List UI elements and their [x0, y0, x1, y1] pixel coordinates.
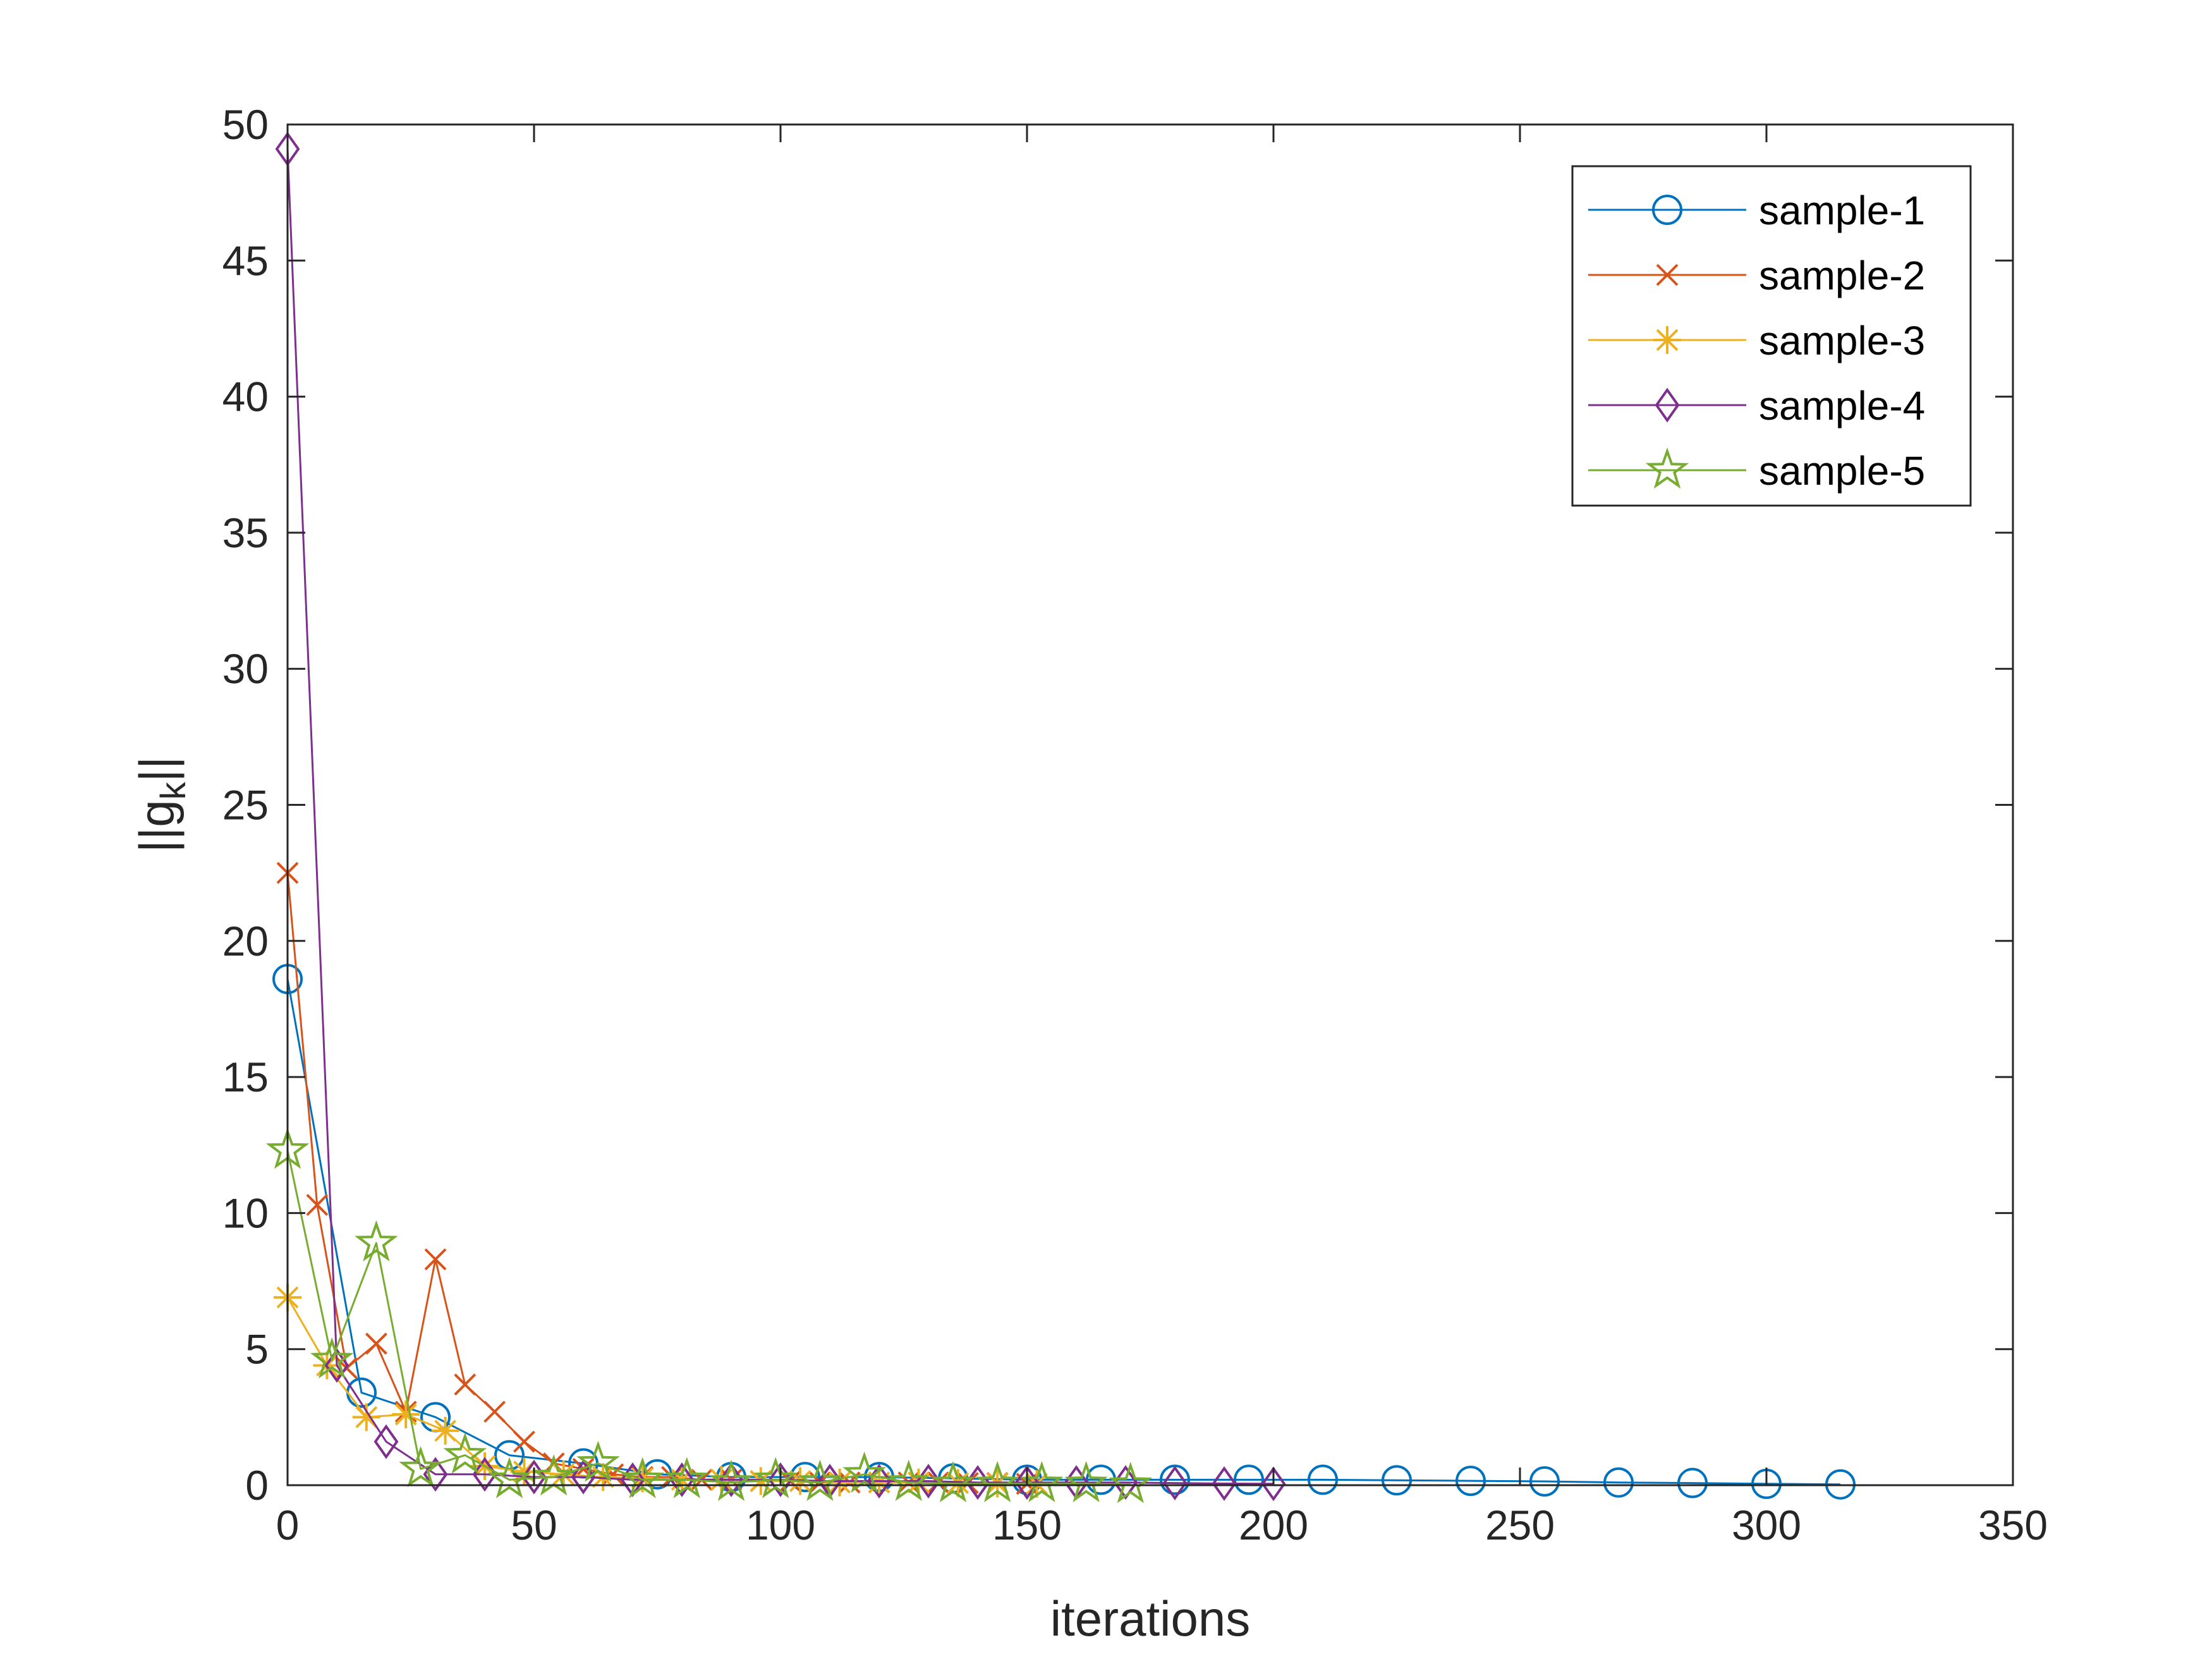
sample-5-point: [621, 1457, 664, 1498]
sample-1-point: [1529, 1466, 1560, 1497]
sample-1-point: [1455, 1466, 1486, 1497]
sample-4-point: [423, 1457, 448, 1492]
sample-5-point: [310, 1337, 354, 1379]
y-axis-title-suffix: ||: [129, 757, 185, 782]
y-tick-label: 15: [222, 1054, 269, 1100]
sample-5-point: [709, 1459, 753, 1501]
sample-4-point: [1212, 1466, 1237, 1501]
y-tick-label: 10: [222, 1189, 269, 1236]
x-tick-label: 350: [1978, 1502, 2048, 1548]
legend-label: sample-1: [1759, 188, 1925, 233]
sample-5-point: [487, 1457, 532, 1498]
legend-marker: [1645, 447, 1689, 489]
sample-5-series: [265, 1127, 1153, 1504]
ticks-layer: 0 50 100 150 200 250 300 350 0 5 10 15 20 25 30 35 40 45 5…: [222, 101, 2048, 1548]
sample-5-point: [443, 1432, 487, 1474]
legend: sample-1 sample-2 sample-3 sample-4 sample-5: [1571, 165, 1972, 507]
legend-entry: sample-2: [1588, 253, 1925, 298]
sample-3-point: [431, 1416, 459, 1445]
sample-1-line: [286, 978, 1841, 1486]
sample-5-point: [576, 1440, 620, 1482]
sample-2-point: [365, 1332, 387, 1355]
y-axis-title: ||gk||: [129, 757, 193, 853]
x-tick-label: 50: [511, 1502, 557, 1548]
x-tick-label: 0: [276, 1502, 300, 1548]
y-tick-label: 20: [222, 918, 269, 964]
sample-5-point: [887, 1459, 931, 1501]
sample-3-point: [865, 1468, 893, 1497]
legend-label: sample-5: [1759, 448, 1925, 494]
x-tick-label: 100: [746, 1502, 815, 1548]
legend-entry: sample-4: [1588, 383, 1925, 428]
sample-2-point: [483, 1401, 506, 1423]
sample-5-point: [1064, 1461, 1108, 1503]
sample-2-point: [424, 1248, 447, 1271]
series-layer: [265, 131, 1856, 1504]
legend-marker: [1652, 195, 1682, 225]
sample-5-point: [399, 1446, 442, 1488]
legend-entry: sample-5: [1588, 447, 1925, 494]
sample-1-point: [1677, 1468, 1708, 1498]
legend-label: sample-2: [1759, 253, 1925, 298]
legend-marker: [1656, 264, 1679, 286]
sample-4-point: [571, 1459, 596, 1495]
legend-entry: sample-3: [1588, 318, 1925, 363]
sample-5-point: [842, 1451, 886, 1493]
sample-1-point: [1308, 1464, 1338, 1495]
sample-5-point: [931, 1461, 975, 1503]
x-tick-label: 300: [1732, 1502, 1801, 1548]
legend-label: sample-3: [1759, 318, 1925, 363]
x-tick-label: 150: [992, 1502, 1062, 1548]
y-tick-label: 45: [222, 237, 269, 284]
sample-5-line: [286, 1150, 1131, 1486]
x-tick-label: 250: [1485, 1502, 1555, 1548]
y-tick-label: 50: [222, 101, 269, 148]
sample-1-point: [1382, 1465, 1412, 1496]
legend-entry: sample-1: [1588, 188, 1925, 233]
y-axis-title-subscript: k: [153, 781, 193, 799]
sample-5-point: [355, 1220, 398, 1261]
sample-3-point: [392, 1401, 420, 1429]
sample-2-point: [306, 1194, 329, 1216]
legend-label: sample-4: [1759, 383, 1925, 428]
sample-3-point: [589, 1463, 617, 1492]
legend-marker: [1653, 326, 1681, 354]
y-tick-label: 30: [222, 645, 269, 692]
sample-2-point: [454, 1373, 477, 1396]
sample-4-point: [374, 1424, 399, 1459]
sample-1-point: [1603, 1467, 1634, 1498]
sample-4-point: [719, 1462, 744, 1497]
sample-5-point: [665, 1457, 709, 1498]
sample-5-point: [1020, 1461, 1064, 1503]
legend-marker: [1655, 387, 1680, 423]
y-axis-title-main: ||g: [129, 799, 185, 853]
y-tick-label: 35: [222, 509, 269, 556]
legend-box: [1571, 165, 1972, 507]
y-tick-label: 5: [245, 1326, 269, 1373]
y-tick-label: 40: [222, 374, 269, 420]
sample-4-point: [1162, 1466, 1188, 1501]
sample-3-point: [510, 1457, 538, 1486]
sample-5-point: [1109, 1462, 1153, 1504]
sample-5-point: [798, 1459, 842, 1501]
sample-5-point: [753, 1457, 798, 1498]
sample-4-point: [324, 1348, 349, 1383]
y-tick-label: 25: [222, 782, 269, 829]
x-axis-title: iterations: [1050, 1591, 1251, 1646]
sample-5-point: [975, 1461, 1019, 1503]
sample-2-point: [513, 1430, 535, 1453]
x-tick-label: 200: [1239, 1502, 1308, 1548]
y-tick-label: 0: [245, 1462, 269, 1509]
sample-1-point: [1234, 1464, 1264, 1495]
sample-3-point: [352, 1403, 380, 1431]
sample-4-point: [1261, 1466, 1286, 1502]
